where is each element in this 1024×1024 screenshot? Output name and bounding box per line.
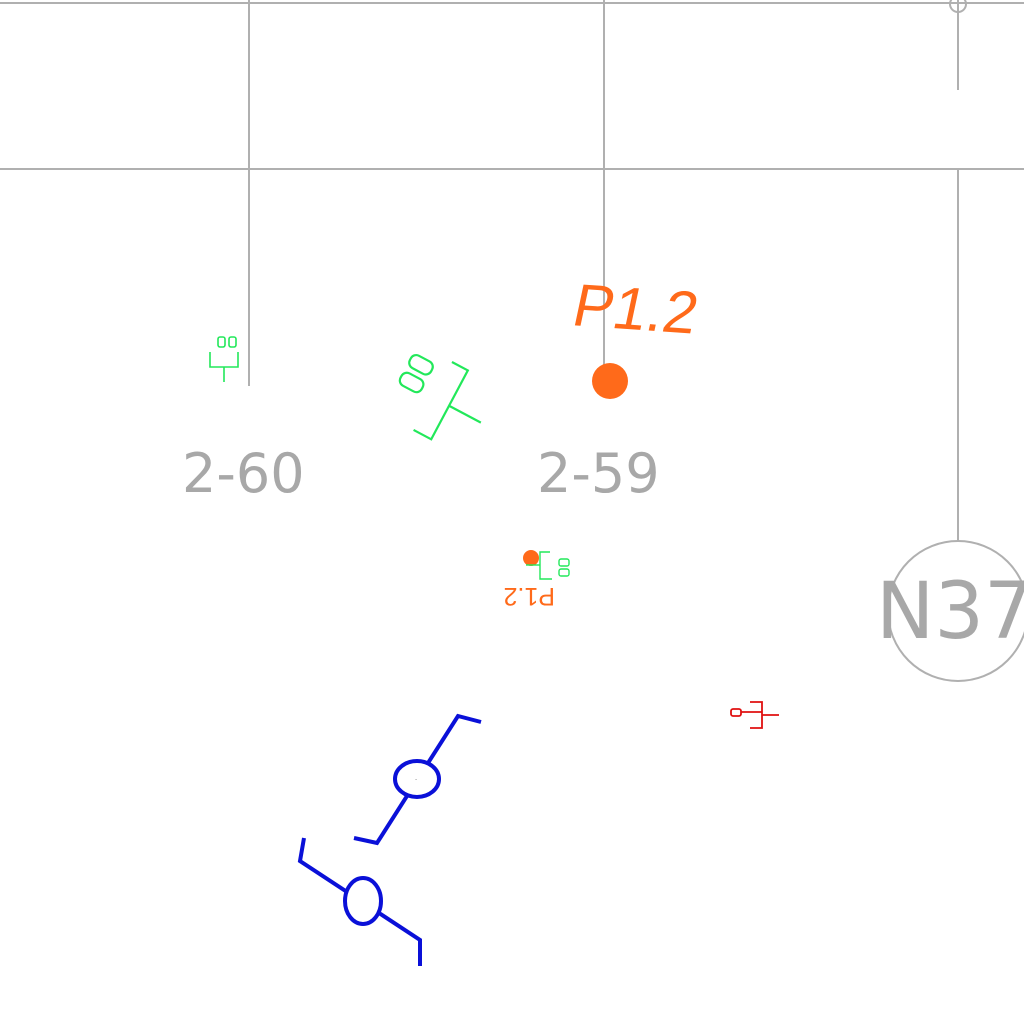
orange-dot-marker — [592, 363, 628, 399]
green-duplex-outlet-icon-small[interactable] — [526, 551, 570, 580]
red-switch-icon[interactable] — [730, 701, 779, 729]
axis-bubble-n37[interactable]: N37 — [876, 540, 1024, 682]
point-label-p1-2-flipped: P1.2 — [504, 582, 555, 610]
blue-wall-light-icon-2[interactable] — [297, 837, 422, 966]
point-label-p1-2: P1.2 — [567, 271, 704, 346]
orange-dot-marker-small — [523, 550, 539, 566]
point-marker-p1-2-flipped[interactable]: P1.2 — [504, 550, 555, 610]
point-marker-p1-2[interactable]: P1.2 — [567, 271, 705, 399]
grid-label-2-60: 2-60 — [182, 442, 305, 505]
grid-intersection-marker — [949, 0, 967, 13]
blue-wall-light-icon[interactable]: - — [353, 713, 482, 846]
green-duplex-outlet-icon[interactable] — [209, 336, 239, 382]
green-duplex-outlet-icon-rotated[interactable] — [382, 344, 500, 456]
grid-lines — [0, 0, 1024, 541]
grid-label-2-59: 2-59 — [537, 442, 660, 505]
axis-label-n37: N37 — [876, 567, 1024, 657]
axis-bubble-circle — [887, 540, 1024, 682]
blue-fixture-mark: - — [415, 776, 417, 783]
